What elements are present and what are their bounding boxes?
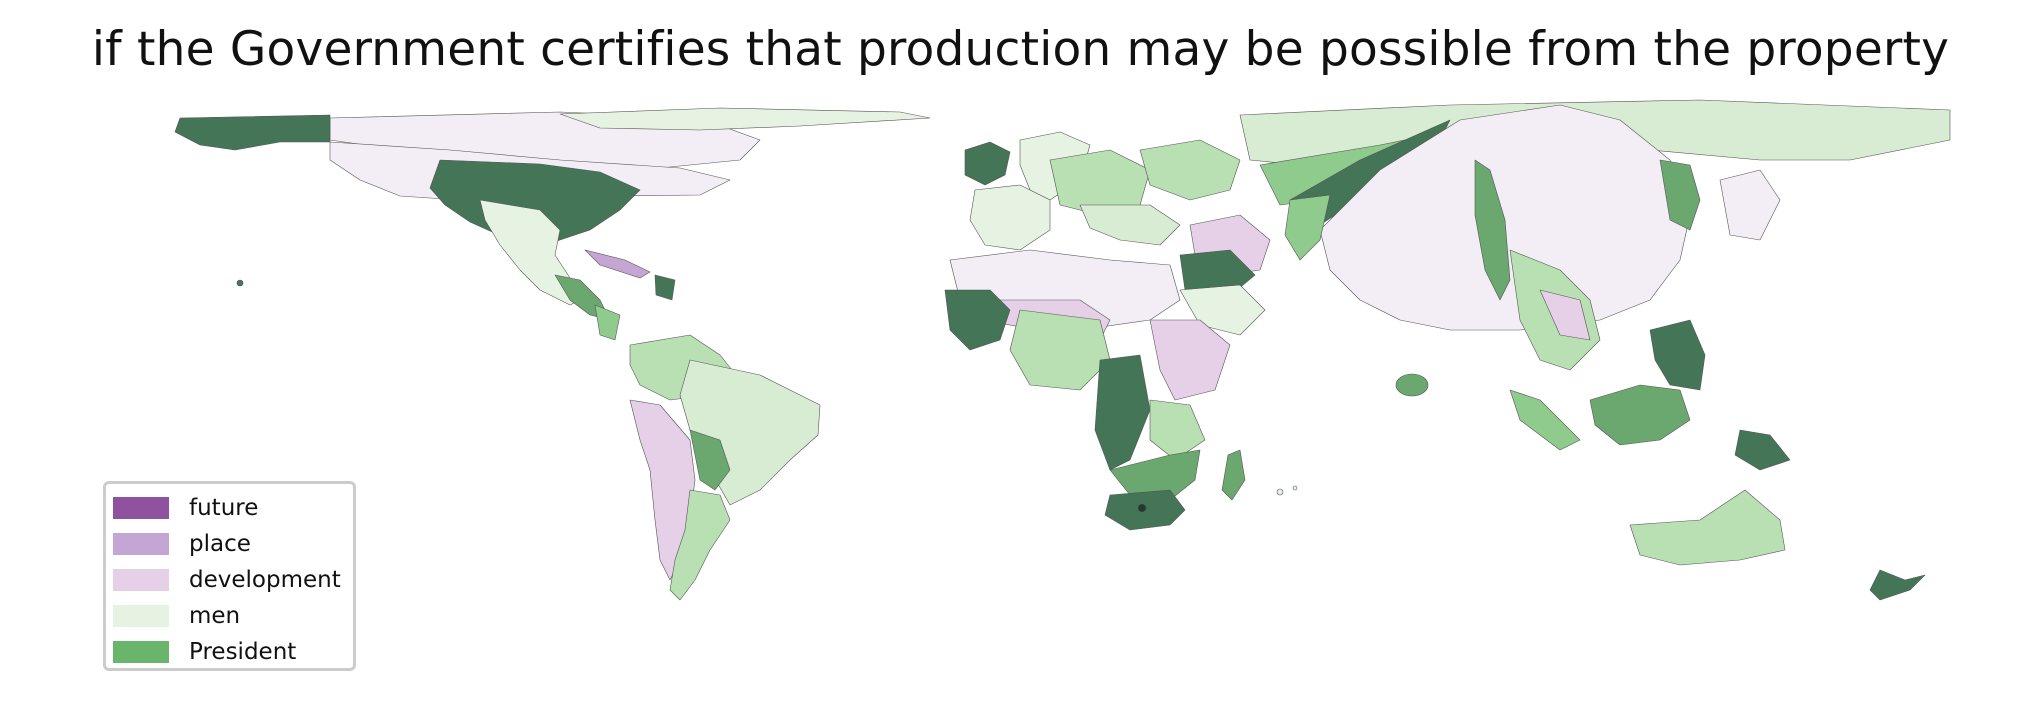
region-hispaniola [654,274,676,301]
region-alaska [174,114,331,151]
region-uk-ireland [964,141,1011,186]
region-brazil [679,359,821,506]
legend-swatch-president [113,641,169,663]
region-western-europe [969,184,1051,251]
legend-label-future: future [189,495,259,521]
region-island-1 [236,279,244,287]
legend: future place development men President [103,481,356,671]
legend-swatch-future [113,497,169,519]
region-cuba [584,249,651,279]
region-australia [1629,489,1786,566]
region-japan [1719,169,1781,241]
region-lesotho [1137,503,1147,513]
map-title: if the Government certifies that product… [91,22,1950,77]
region-sumatra [1509,389,1581,451]
region-eastern-europe [1139,139,1241,201]
region-central-africa [1094,354,1151,471]
region-new-guinea [1734,429,1791,471]
region-west-africa [944,289,1011,351]
legend-label-men: men [189,603,241,629]
region-indonesia [1589,384,1691,446]
legend-label-development: development [189,567,341,593]
region-island-3 [1292,485,1298,491]
region-island-2 [1276,488,1284,496]
legend-label-president: President [189,639,297,665]
region-india-strip [1474,159,1511,301]
region-china [1319,104,1691,331]
region-east-africa-2 [1149,399,1206,461]
region-bolivia [689,429,731,491]
legend-swatch-place [113,533,169,555]
region-sri-lanka [1395,373,1429,397]
legend-swatch-men [113,605,169,627]
region-thailand [1539,289,1591,341]
region-pakistan-green [1284,194,1331,261]
region-central-america-2 [594,304,621,341]
legend-label-place: place [189,531,251,557]
region-central-west-africa [1009,309,1111,391]
region-philippines [1649,319,1706,391]
region-balkans [1079,204,1181,246]
region-east-africa [1149,319,1231,401]
region-argentina [669,489,731,601]
region-arctic-strip [559,107,931,131]
region-korea [1659,159,1701,231]
legend-swatch-development [113,569,169,591]
region-madagascar [1221,449,1246,501]
region-usa [429,159,641,246]
region-new-zealand [1869,569,1926,601]
